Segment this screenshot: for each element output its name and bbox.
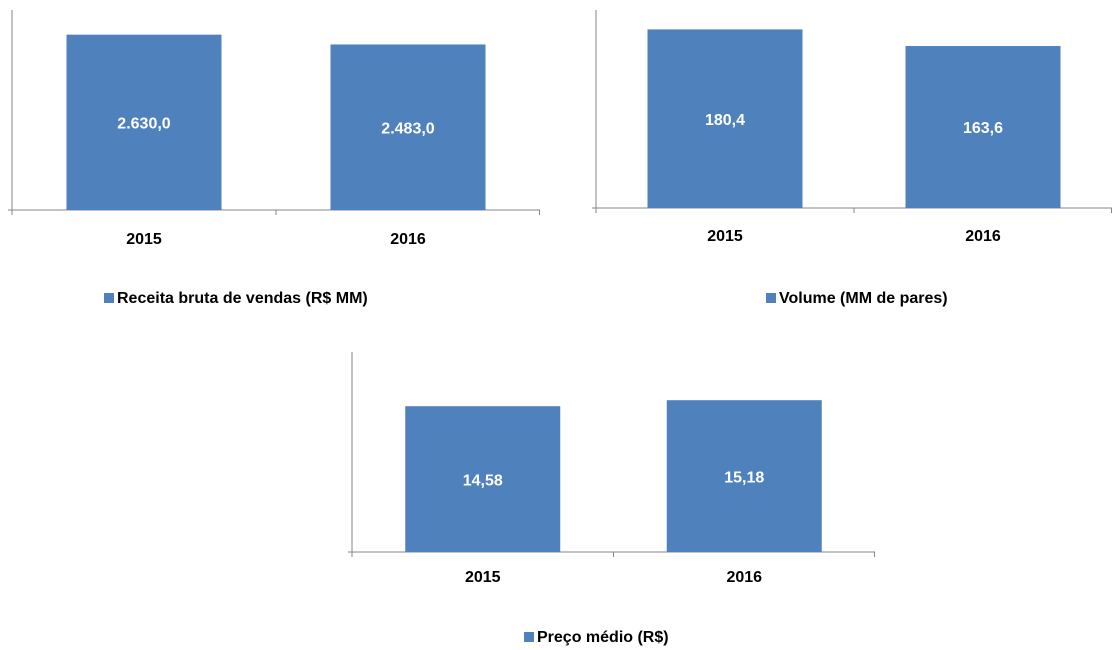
data-label: 2.483,0	[381, 120, 434, 137]
x-tick-label: 2015	[126, 231, 162, 248]
bar	[647, 29, 803, 209]
data-label: 15,18	[724, 469, 764, 486]
bar	[330, 44, 486, 210]
legend-label: Receita bruta de vendas (R$ MM)	[117, 290, 368, 307]
bar	[666, 400, 822, 552]
x-tick-label: 2016	[965, 228, 1001, 245]
data-label: 180,4	[705, 112, 745, 129]
legend-swatch	[766, 293, 776, 303]
data-label: 2.630,0	[117, 116, 170, 133]
data-label: 163,6	[963, 120, 1003, 137]
data-label: 14,58	[463, 472, 503, 489]
x-tick-label: 2016	[726, 569, 762, 586]
bar	[66, 34, 222, 210]
x-tick-label: 2016	[390, 231, 426, 248]
bar	[905, 46, 1061, 209]
legend-label: Volume (MM de pares)	[779, 290, 948, 307]
x-tick-label: 2015	[465, 569, 501, 586]
x-tick-label: 2015	[707, 228, 743, 245]
legend-label: Preço médio (R$)	[537, 629, 669, 646]
legend-swatch	[524, 632, 534, 642]
legend-swatch	[104, 293, 114, 303]
bar	[405, 406, 561, 552]
